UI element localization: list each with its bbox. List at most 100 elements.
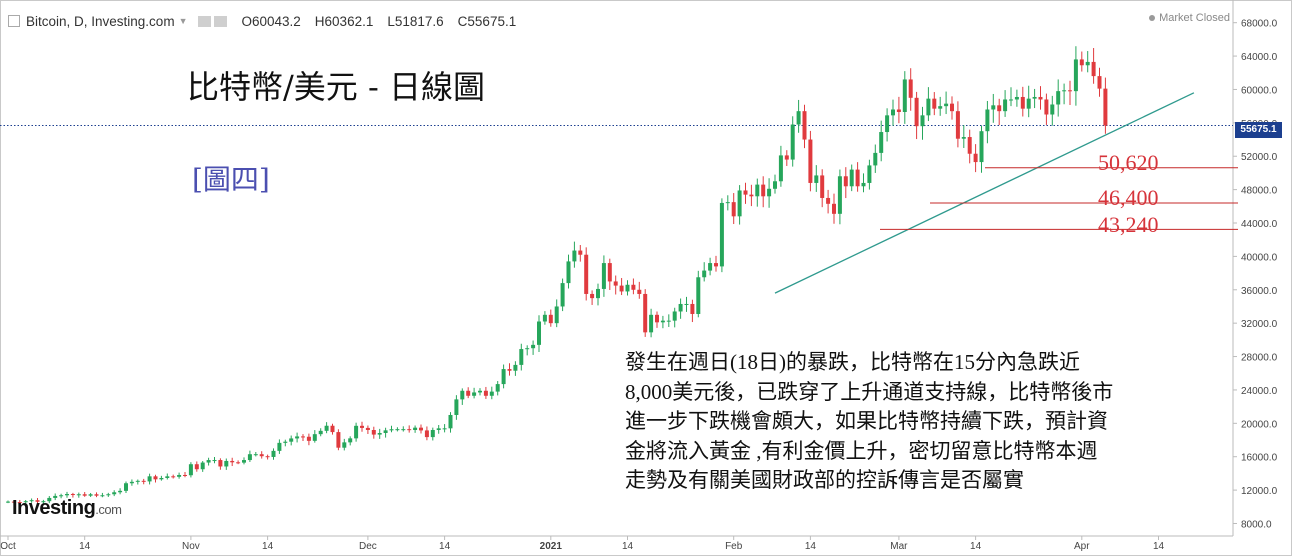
candle-body	[483, 390, 488, 396]
candle-body	[944, 103, 949, 107]
candle-body	[472, 392, 477, 396]
candle-body	[35, 500, 40, 502]
candle-body	[790, 124, 795, 160]
candle-body	[637, 289, 642, 294]
candle-body	[725, 202, 730, 204]
candle-body	[684, 303, 689, 305]
x-tick-label: Oct	[0, 541, 16, 552]
candle-body	[631, 284, 636, 290]
candle-body	[159, 477, 164, 480]
candle-body	[306, 436, 311, 441]
y-tick-label: 40000.0	[1241, 252, 1278, 263]
candle-body	[389, 429, 394, 431]
candle-body	[590, 293, 595, 299]
symbol-label[interactable]: Bitcoin, D, Investing.com	[26, 13, 175, 29]
visibility-icon[interactable]	[214, 15, 228, 27]
candle-body	[11, 501, 16, 503]
candle-body	[212, 460, 217, 462]
candle-body	[242, 460, 246, 463]
candle-body	[194, 464, 199, 470]
candle-body	[973, 153, 978, 163]
candle-body	[419, 427, 423, 431]
investing-logo: Investing.com	[12, 497, 122, 520]
candle-body	[171, 476, 176, 478]
candle-body	[855, 169, 860, 187]
collapse-icon[interactable]	[8, 15, 20, 27]
candle-body	[124, 483, 128, 491]
candle-body	[832, 203, 836, 214]
candle-body	[672, 311, 677, 321]
candle-body	[383, 430, 388, 434]
candle-body	[41, 501, 46, 503]
candle-body	[773, 181, 777, 189]
candle-body	[542, 314, 547, 322]
settings-icon[interactable]	[198, 15, 212, 27]
candle-body	[554, 306, 559, 324]
candle-body	[560, 283, 565, 307]
candle-body	[88, 494, 93, 496]
y-tick-label: 60000.0	[1241, 85, 1278, 96]
candle-body	[448, 414, 453, 429]
x-tick-label: 14	[622, 541, 634, 552]
chart-title: 比特幣/美元 - 日線圖	[187, 68, 485, 106]
x-tick-label: Dec	[359, 541, 377, 552]
candle-body	[265, 456, 270, 458]
candle-body	[23, 501, 28, 503]
candle-body	[224, 460, 229, 467]
y-tick-label: 68000.0	[1241, 19, 1278, 30]
candle-body	[926, 98, 931, 116]
candle-body	[784, 155, 789, 160]
y-tick-label: 24000.0	[1241, 386, 1278, 397]
candle-body	[247, 454, 252, 461]
candle-body	[342, 442, 347, 448]
candle-body	[749, 194, 754, 197]
candle-body	[731, 202, 736, 217]
x-tick-label: 2021	[540, 541, 563, 552]
candle-body	[1103, 88, 1108, 126]
low-value: L51817.6	[387, 13, 444, 29]
candle-body	[708, 263, 713, 271]
chevron-down-icon[interactable]: ▼	[178, 16, 188, 26]
candle-body	[1079, 59, 1084, 66]
candle-body	[932, 98, 937, 109]
candle-body	[29, 500, 34, 502]
candle-body	[259, 454, 264, 457]
candle-body	[147, 476, 152, 482]
candle-body	[1068, 90, 1072, 92]
candle-body	[200, 462, 205, 470]
candle-body	[277, 442, 282, 451]
candle-body	[230, 460, 235, 463]
candle-body	[985, 109, 990, 132]
candle-body	[1020, 96, 1025, 109]
candle-body	[436, 428, 441, 430]
candle-body	[920, 115, 925, 127]
candle-body	[135, 480, 140, 482]
candle-body	[743, 190, 748, 195]
commentary-line: 進一步下跌機會頗大，如果比特幣持續下跌，預計資	[625, 409, 1108, 433]
candle-body	[330, 425, 335, 433]
x-tick-label: 14	[805, 541, 817, 552]
candle-body	[702, 270, 707, 278]
candle-body	[188, 464, 193, 476]
candle-body	[1014, 96, 1019, 100]
candle-body	[401, 429, 406, 431]
commentary-text: 發生在週日(18日)的暴跌，比特幣在15分內急跌近 8,000美元後，已跌穿了上…	[625, 348, 1215, 496]
candle-body	[365, 427, 370, 430]
candle-body	[59, 495, 64, 497]
candle-body	[849, 169, 854, 187]
candle-body	[129, 481, 134, 484]
candle-body	[407, 429, 412, 431]
candle-body	[814, 175, 819, 183]
candle-body	[318, 430, 323, 435]
candle-body	[643, 293, 648, 333]
candle-body	[991, 105, 996, 110]
candle-body	[867, 165, 872, 183]
candle-body	[94, 494, 99, 496]
candle-body	[755, 184, 760, 197]
candle-body	[826, 197, 831, 204]
candle-body	[118, 490, 123, 493]
candle-body	[153, 476, 158, 480]
candle-body	[17, 502, 22, 504]
candle-body	[578, 250, 583, 255]
